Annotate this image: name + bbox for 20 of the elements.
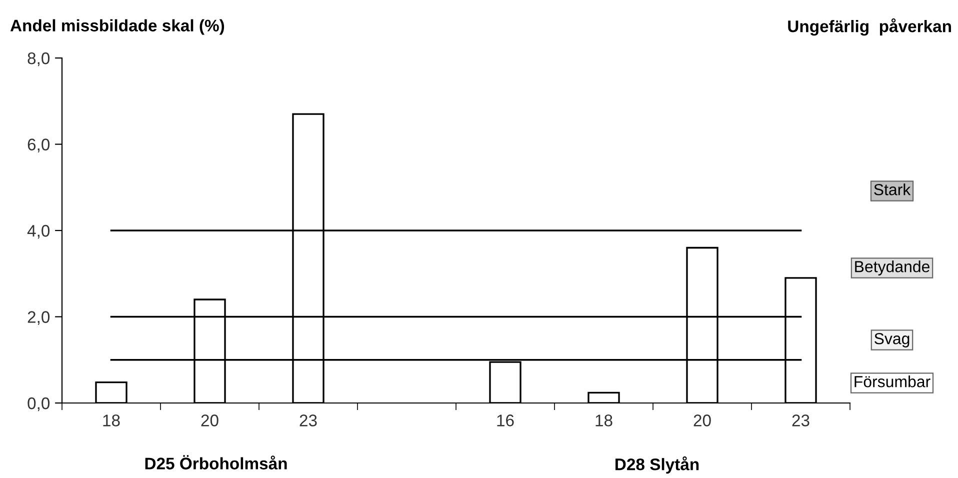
y-tick-label: 8,0	[28, 52, 50, 66]
text: Försumbar	[854, 376, 930, 388]
text: Stark	[874, 184, 911, 196]
x-tick-label: 23	[792, 414, 810, 426]
text: Ungefärlig påverkan	[788, 18, 951, 36]
x-tick-label: 20	[201, 414, 218, 426]
text: Svag	[874, 332, 910, 348]
y-axis-title: Andel missbildade skal (%)	[10, 19, 224, 35]
x-tick-label: 18	[596, 414, 612, 426]
x-tick-label: 20	[694, 414, 711, 426]
text: Betydande	[855, 260, 930, 276]
x-tick-label: 23	[300, 414, 317, 426]
text: D25 Örboholmsån	[145, 455, 287, 470]
x-tick-label: 18	[103, 414, 120, 426]
y-tick-label: 4,0	[27, 224, 50, 239]
y-tick-label: 0,0	[28, 397, 50, 412]
y-tick-label: 2,0	[28, 311, 50, 325]
y-tick-label: 6,0	[28, 138, 50, 152]
text: D28 Slytån	[616, 456, 699, 474]
x-tick-label: 16	[497, 414, 514, 426]
